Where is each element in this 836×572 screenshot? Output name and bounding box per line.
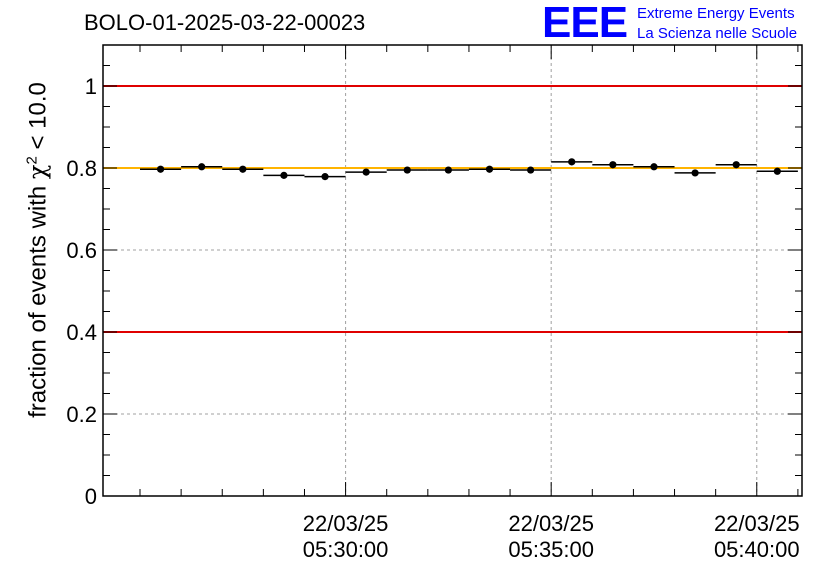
- data-point-7: [386, 166, 428, 174]
- data-point-marker-5: [321, 173, 329, 181]
- data-point-marker-16: [773, 167, 781, 175]
- x-tick-time-2: 05:40:00: [714, 537, 800, 562]
- x-tick-time-1: 05:35:00: [508, 537, 594, 562]
- y-tick-label-5: 1: [85, 74, 97, 99]
- data-point-marker-10: [527, 166, 535, 174]
- data-point-marker-2: [198, 163, 206, 171]
- plot-frame: [102, 44, 803, 497]
- data-point-marker-14: [691, 169, 699, 177]
- data-point-marker-7: [403, 166, 411, 174]
- data-point-11: [551, 158, 593, 166]
- data-point-2: [181, 163, 223, 171]
- data-point-marker-8: [444, 166, 452, 174]
- data-point-marker-4: [280, 171, 288, 179]
- x-tick-date-2: 22/03/25: [714, 511, 800, 536]
- data-point-3: [222, 165, 264, 173]
- eee-logo-line1: Extreme Energy Events: [637, 5, 795, 22]
- data-point-12: [592, 161, 634, 169]
- tick-labels: 00.20.40.60.8122/03/2505:30:0022/03/2505…: [66, 74, 799, 562]
- y-tick-label-4: 0.8: [66, 156, 97, 181]
- data-point-marker-15: [732, 161, 740, 169]
- data-point-marker-11: [568, 158, 576, 166]
- data-point-10: [510, 166, 552, 174]
- data-point-marker-6: [362, 168, 370, 176]
- x-tick-time-0: 05:30:00: [303, 537, 389, 562]
- data-point-marker-1: [156, 165, 165, 173]
- data-points: [140, 158, 798, 181]
- data-point-5: [304, 173, 346, 181]
- y-tick-label-1: 0.2: [66, 402, 97, 427]
- eee-logo-line2: La Scienza nelle Scuole: [637, 25, 798, 42]
- data-point-1: [140, 165, 182, 173]
- y-tick-label-0: 0: [85, 484, 97, 509]
- data-point-marker-3: [239, 165, 247, 173]
- x-tick-date-1: 22/03/25: [508, 511, 594, 536]
- y-tick-label-2: 0.4: [66, 320, 97, 345]
- data-point-14: [674, 169, 716, 177]
- axis-ticks: [103, 44, 802, 497]
- data-point-13: [633, 163, 675, 171]
- data-point-8: [427, 166, 469, 174]
- data-point-marker-12: [609, 161, 617, 169]
- eee-logo-mark: EEE: [542, 0, 628, 47]
- data-point-9: [468, 165, 511, 173]
- data-point-marker-13: [650, 163, 658, 171]
- reference-lines: [103, 85, 802, 333]
- data-point-16: [756, 167, 798, 175]
- y-tick-label-3: 0.6: [66, 238, 97, 263]
- data-point-marker-9: [485, 165, 494, 173]
- grid: [103, 45, 802, 496]
- data-point-15: [715, 161, 757, 169]
- chart-title: BOLO-01-2025-03-22-00023: [84, 10, 366, 35]
- data-point-6: [345, 168, 387, 176]
- x-tick-date-0: 22/03/25: [303, 511, 389, 536]
- data-point-4: [263, 171, 305, 179]
